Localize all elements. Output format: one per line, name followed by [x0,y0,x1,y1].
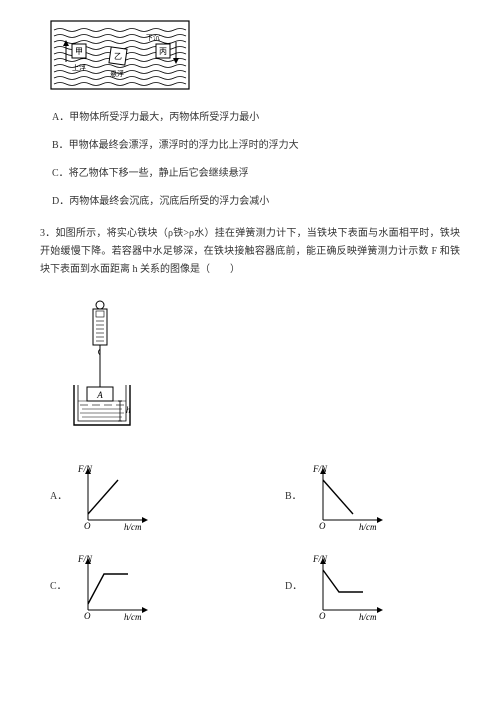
chart-d-svg: F/N O h/cm [311,552,391,622]
chart-b-label: B． [285,488,301,506]
svg-text:h/cm: h/cm [124,612,142,622]
chart-a-svg: F/N O h/cm [76,462,156,532]
svg-text:F/N: F/N [312,554,328,564]
buoyancy-svg: 甲 上浮 乙 悬浮 下沉 丙 [50,20,190,90]
chart-d-label: D． [285,578,301,596]
chart-a: A． F/N O h/cm [50,462,225,532]
block-label: A [96,390,103,400]
svg-text:O: O [319,521,326,531]
option-c: C．将乙物体下移一些，静止后它会继续悬浮 [52,165,460,183]
label-xuanfu: 悬浮 [110,69,124,78]
apparatus-diagram: A h [60,297,460,444]
chart-c-label: C． [50,578,66,596]
chart-a-label: A． [50,488,66,506]
h-label: h [126,405,131,415]
svg-text:O: O [84,521,91,531]
label-yi: 乙 [114,52,122,61]
label-bing: 丙 [159,47,167,56]
svg-text:h/cm: h/cm [124,522,142,532]
chart-b-svg: F/N O h/cm [311,462,391,532]
chart-c: C． F/N O h/cm [50,552,225,622]
svg-text:O: O [319,611,326,621]
chart-options: A． F/N O h/cm B． F/N O h/cm C． [50,462,460,622]
option-d: D．丙物体最终会沉底，沉底后所受的浮力会减小 [52,193,460,211]
label-xiachen: 下沉 [146,34,160,42]
chart-c-svg: F/N O h/cm [76,552,156,622]
chart-b: B． F/N O h/cm [285,462,460,532]
question-3-text: 3．如图所示，将实心铁块（ρ铁>ρ水）挂在弹簧测力计下，当铁块下表面与水面相平时… [40,225,460,279]
buoyancy-diagram: 甲 上浮 乙 悬浮 下沉 丙 [50,20,460,97]
svg-text:O: O [84,611,91,621]
label-jia: 甲 [75,47,83,56]
svg-text:F/N: F/N [77,554,93,564]
option-a: A．甲物体所受浮力最大，丙物体所受浮力最小 [52,109,460,127]
option-b: B．甲物体最终会漂浮，漂浮时的浮力比上浮时的浮力大 [52,137,460,155]
svg-text:h/cm: h/cm [359,522,377,532]
apparatus-svg: A h [60,297,150,437]
svg-text:h/cm: h/cm [359,612,377,622]
svg-text:F/N: F/N [77,464,93,474]
svg-text:F/N: F/N [312,464,328,474]
label-shangfu: 上浮 [72,63,86,72]
chart-d: D． F/N O h/cm [285,552,460,622]
